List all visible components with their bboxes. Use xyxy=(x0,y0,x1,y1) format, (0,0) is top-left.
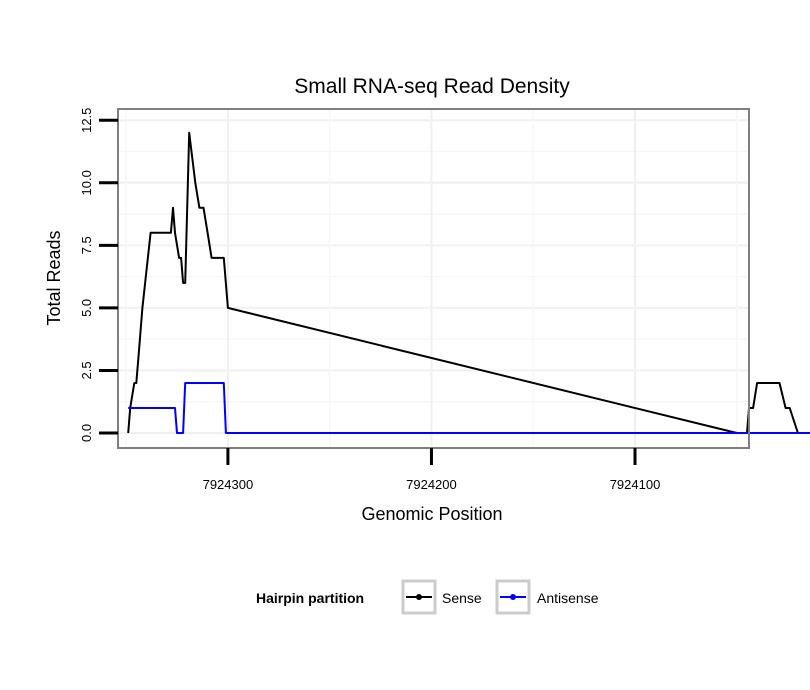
y-tick-label: 2.5 xyxy=(79,361,94,379)
x-tick-label: 7924100 xyxy=(610,477,661,492)
legend: Hairpin partition Sense Antisense xyxy=(256,579,599,615)
legend-dot-sense xyxy=(416,594,422,600)
series-line-antisense xyxy=(128,382,810,434)
legend-dot-antisense xyxy=(510,594,516,600)
x-tick-label: 7924300 xyxy=(203,477,254,492)
x-axis-title: Genomic Position xyxy=(361,504,502,524)
legend-item-antisense: Antisense xyxy=(495,579,599,615)
x-tick-label: 7924200 xyxy=(406,477,457,492)
legend-label-sense: Sense xyxy=(442,590,482,606)
chart-title: Small RNA-seq Read Density xyxy=(294,75,570,98)
series-line-sense xyxy=(127,131,810,434)
y-axis-title: Total Reads xyxy=(44,230,64,325)
y-tick-label: 10.0 xyxy=(79,170,94,195)
plot-border xyxy=(117,108,750,449)
y-tick-label: 12.5 xyxy=(79,108,94,133)
grid-lines xyxy=(118,109,749,448)
series-layer xyxy=(127,131,810,434)
y-tick-label: 5.0 xyxy=(79,299,94,317)
legend-title: Hairpin partition xyxy=(256,590,364,606)
plot-panel xyxy=(118,109,749,448)
legend-item-sense: Sense xyxy=(401,579,482,615)
y-tick-label: 0.0 xyxy=(79,424,94,442)
x-axis: 7924300 7924200 7924100 xyxy=(203,448,661,492)
y-axis: 0.0 2.5 5.0 7.5 10.0 12.5 xyxy=(79,108,118,442)
legend-label-antisense: Antisense xyxy=(537,590,599,606)
y-tick-label: 7.5 xyxy=(79,236,94,254)
